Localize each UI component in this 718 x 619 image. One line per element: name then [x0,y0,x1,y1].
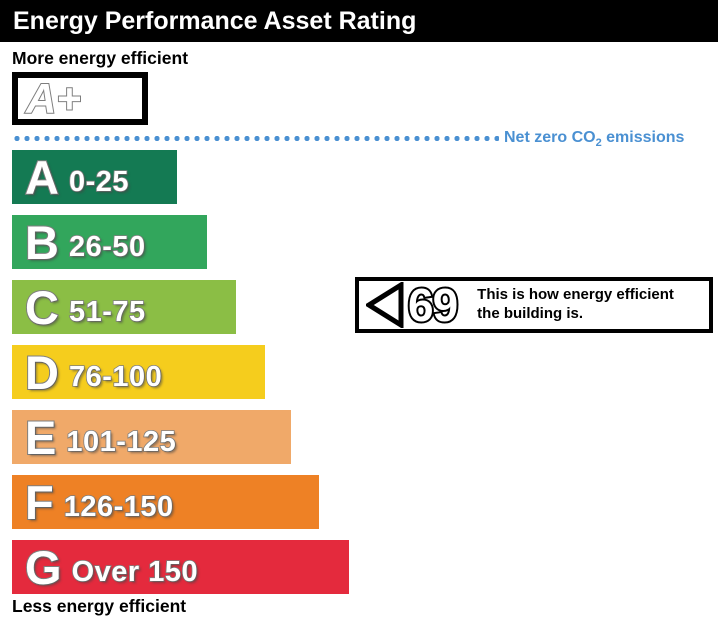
band-c-range: 51-75 [68,295,146,328]
rating-value: 69 [406,279,460,331]
band-d-range: 76-100 [68,360,163,393]
band-f-range: 126-150 [63,490,174,523]
band-c: C 51-75 [12,280,236,334]
a-plus-box: A+ [12,72,148,125]
net-zero-subscript: 2 [595,137,602,150]
net-zero-label: Net zero CO2 emissions [504,129,684,149]
net-zero-text-suffix: emissions [601,129,685,146]
band-f: F 126-150 [12,475,319,529]
band-b: B 26-50 [12,215,207,269]
band-d: D 76-100 [12,345,265,399]
band-a-letter: A [24,150,60,204]
band-e: E 101-125 [12,410,291,464]
rating-description: This is how energy efficient the buildin… [477,286,674,322]
band-g-letter: G [24,540,63,594]
title-bar: Energy Performance Asset Rating [0,0,718,42]
a-plus-label: A+ [25,74,82,122]
rating-indicator: 69 This is how energy efficient the buil… [355,277,713,333]
net-zero-text-prefix: Net zero CO [504,129,596,146]
page-title: Energy Performance Asset Rating [13,6,417,35]
band-e-letter: E [24,410,57,464]
band-b-range: 26-50 [68,230,146,263]
band-b-letter: B [24,215,60,269]
net-zero-dotted-line [12,135,499,142]
band-g: G Over 150 [12,540,349,594]
less-efficient-label: Less energy efficient [12,596,187,616]
band-d-letter: D [24,345,60,399]
more-efficient-label: More energy efficient [12,48,189,68]
band-f-letter: F [24,475,55,529]
band-g-range: Over 150 [71,555,199,588]
band-e-range: 101-125 [66,425,177,458]
band-c-letter: C [24,280,60,334]
band-a-range: 0-25 [68,165,129,198]
band-a: A 0-25 [12,150,177,204]
left-arrow-icon [366,282,404,328]
